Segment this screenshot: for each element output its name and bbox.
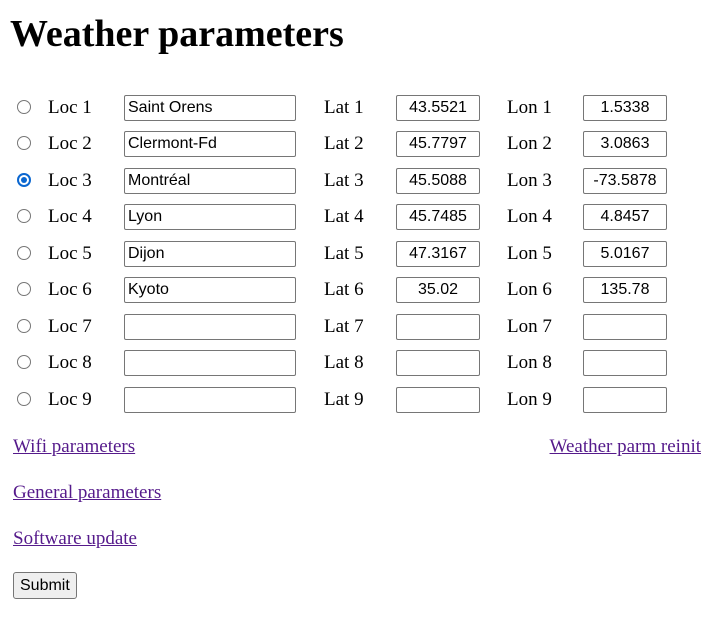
location-name-field[interactable]	[124, 350, 296, 376]
location-radio[interactable]	[17, 173, 31, 187]
lat-label: Lat 3	[324, 170, 364, 191]
wifi-parameters-link[interactable]: Wifi parameters	[13, 436, 136, 457]
longitude-field[interactable]: 3.0863	[583, 131, 667, 157]
loc-label: Loc 9	[48, 389, 92, 410]
location-radio[interactable]	[17, 136, 31, 150]
location-row: Loc 1 Saint Orens Lat 1 43.5521 Lon 1 1.…	[0, 95, 713, 121]
lat-label: Lat 4	[324, 206, 364, 227]
lon-label: Lon 5	[507, 243, 552, 264]
submit-button[interactable]: Submit	[13, 572, 77, 599]
location-name-field[interactable]: Clermont-Fd	[124, 131, 296, 157]
longitude-field[interactable]: 5.0167	[583, 241, 667, 267]
lon-label: Lon 3	[507, 170, 552, 191]
loc-label: Loc 2	[48, 133, 92, 154]
location-radio[interactable]	[17, 246, 31, 260]
location-radio[interactable]	[17, 355, 31, 369]
lat-label: Lat 8	[324, 352, 364, 373]
longitude-field[interactable]: 4.8457	[583, 204, 667, 230]
lat-label: Lat 2	[324, 133, 364, 154]
loc-label: Loc 1	[48, 97, 92, 118]
latitude-field[interactable]	[396, 314, 480, 340]
location-name-field[interactable]: Lyon	[124, 204, 296, 230]
location-name-field[interactable]: Kyoto	[124, 277, 296, 303]
loc-label: Loc 7	[48, 316, 92, 337]
location-radio[interactable]	[17, 209, 31, 223]
location-row: Loc 2 Clermont-Fd Lat 2 45.7797 Lon 2 3.…	[0, 131, 713, 157]
location-row: Loc 7 Lat 7 Lon 7	[0, 314, 713, 340]
longitude-field[interactable]: 1.5338	[583, 95, 667, 121]
longitude-field[interactable]	[583, 350, 667, 376]
latitude-field[interactable]: 47.3167	[396, 241, 480, 267]
lon-label: Lon 7	[507, 316, 552, 337]
location-row: Loc 5 Dijon Lat 5 47.3167 Lon 5 5.0167	[0, 241, 713, 267]
lat-label: Lat 9	[324, 389, 364, 410]
loc-label: Loc 8	[48, 352, 92, 373]
location-row: Loc 6 Kyoto Lat 6 35.02 Lon 6 135.78	[0, 277, 713, 303]
location-row: Loc 8 Lat 8 Lon 8	[0, 350, 713, 376]
latitude-field[interactable]	[396, 387, 480, 413]
loc-label: Loc 4	[48, 206, 92, 227]
lat-label: Lat 7	[324, 316, 364, 337]
lat-label: Lat 6	[324, 279, 364, 300]
lon-label: Lon 2	[507, 133, 552, 154]
location-radio[interactable]	[17, 282, 31, 296]
general-parameters-link[interactable]: General parameters	[13, 482, 162, 503]
lat-label: Lat 5	[324, 243, 364, 264]
longitude-field[interactable]: -73.5878	[583, 168, 667, 194]
loc-label: Loc 6	[48, 279, 92, 300]
latitude-field[interactable]	[396, 350, 480, 376]
latitude-field[interactable]: 43.5521	[396, 95, 480, 121]
latitude-field[interactable]: 45.7485	[396, 204, 480, 230]
loc-label: Loc 3	[48, 170, 92, 191]
lon-label: Lon 1	[507, 97, 552, 118]
location-name-field[interactable]: Dijon	[124, 241, 296, 267]
weather-parm-reinit-link[interactable]: Weather parm reinit	[549, 436, 701, 457]
latitude-field[interactable]: 45.5088	[396, 168, 480, 194]
lon-label: Lon 4	[507, 206, 552, 227]
location-row: Loc 4 Lyon Lat 4 45.7485 Lon 4 4.8457	[0, 204, 713, 230]
longitude-field[interactable]: 135.78	[583, 277, 667, 303]
software-update-link[interactable]: Software update	[13, 528, 137, 549]
location-radio[interactable]	[17, 100, 31, 114]
loc-label: Loc 5	[48, 243, 92, 264]
location-name-field[interactable]	[124, 314, 296, 340]
latitude-field[interactable]: 45.7797	[396, 131, 480, 157]
location-row: Loc 3 Montréal Lat 3 45.5088 Lon 3 -73.5…	[0, 168, 713, 194]
latitude-field[interactable]: 35.02	[396, 277, 480, 303]
longitude-field[interactable]	[583, 314, 667, 340]
lat-label: Lat 1	[324, 97, 364, 118]
location-row: Loc 9 Lat 9 Lon 9	[0, 387, 713, 413]
page-title: Weather parameters	[10, 13, 344, 55]
lon-label: Lon 6	[507, 279, 552, 300]
location-name-field[interactable]	[124, 387, 296, 413]
location-radio[interactable]	[17, 392, 31, 406]
location-name-field[interactable]: Montréal	[124, 168, 296, 194]
lon-label: Lon 9	[507, 389, 552, 410]
location-name-field[interactable]: Saint Orens	[124, 95, 296, 121]
lon-label: Lon 8	[507, 352, 552, 373]
location-radio[interactable]	[17, 319, 31, 333]
longitude-field[interactable]	[583, 387, 667, 413]
